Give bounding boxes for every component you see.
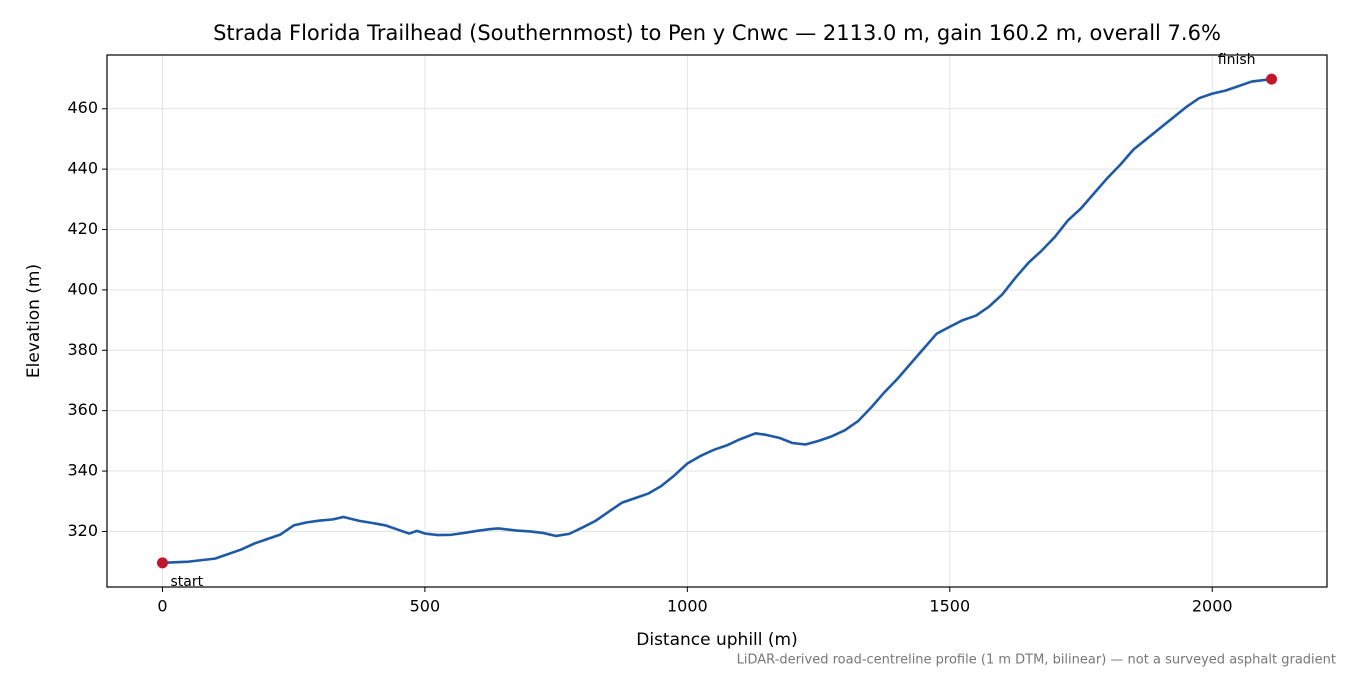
y-tick-label: 400: [67, 279, 98, 298]
chart-title: Strada Florida Trailhead (Southernmost) …: [213, 21, 1221, 45]
x-axis-label: Distance uphill (m): [636, 630, 797, 650]
x-tick-label: 1000: [667, 597, 708, 616]
y-tick-label: 420: [67, 219, 98, 238]
y-tick-label: 340: [67, 461, 98, 480]
elevation-line: [162, 77, 1272, 565]
x-tick-label: 2000: [1192, 597, 1233, 616]
endpoint-marker: [156, 557, 168, 569]
plot-frame: [106, 54, 1328, 588]
y-tick-label: 360: [67, 400, 98, 419]
y-tick-label: 380: [67, 340, 98, 359]
endpoint-marker: [1266, 73, 1278, 85]
y-tick-label: 440: [67, 159, 98, 178]
x-tick-label: 1500: [929, 597, 970, 616]
footnote: LiDAR-derived road-centreline profile (1…: [737, 653, 1336, 668]
y-tick-label: 460: [67, 98, 98, 117]
x-tick-label: 500: [410, 597, 441, 616]
y-axis-label: Elevation (m): [24, 264, 44, 378]
y-tick-label: 320: [67, 521, 98, 540]
endpoint-label: finish: [1218, 52, 1256, 68]
endpoint-label: start: [170, 574, 203, 590]
x-tick-label: 0: [157, 597, 167, 616]
